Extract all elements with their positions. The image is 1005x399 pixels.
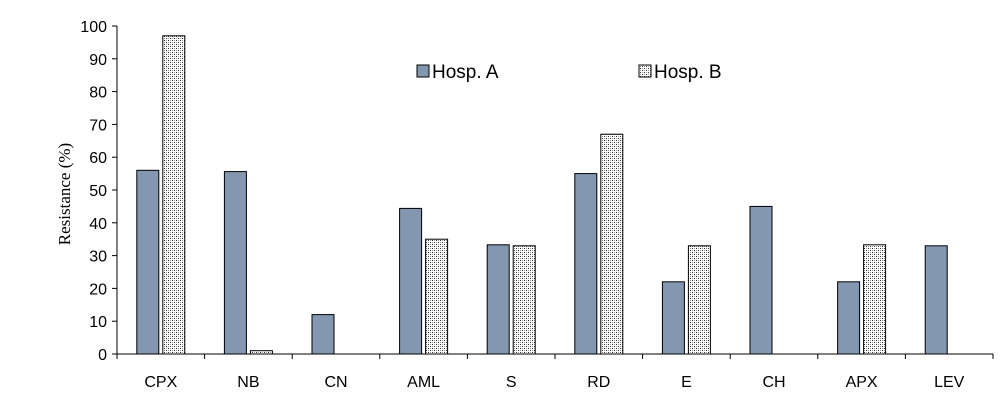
x-tick-label-rd: RD: [587, 374, 610, 391]
bar-hosp-a-nb: [223, 171, 247, 355]
y-axis-label: Resistance (%): [55, 143, 74, 245]
x-tick-label-ch: CH: [762, 374, 785, 391]
bar-hosp-a-ch: [749, 205, 773, 355]
x-tick-labels: CPX NB CN AML S RD E CH APX LEV: [144, 374, 964, 391]
bar-hosp-a-e: [661, 281, 685, 355]
legend-label-hosp-a: Hosp. A: [432, 62, 499, 83]
x-tick-label-nb: NB: [237, 374, 259, 391]
bar-hosp-b-aml: [425, 238, 449, 355]
bar-hosp-b-apx: [863, 244, 887, 355]
legend: Hosp. A Hosp. B: [416, 62, 722, 83]
x-tick-label-lev: LEV: [934, 374, 965, 391]
bar-hosp-a-aml: [399, 207, 423, 355]
bars-group: [136, 35, 948, 355]
legend-swatch-hosp-b: [638, 64, 652, 78]
y-tick-label: 10: [89, 314, 107, 331]
bar-hosp-b-s: [512, 245, 536, 355]
y-tick-label: 40: [89, 216, 107, 233]
y-tick-label: 50: [89, 183, 107, 200]
bar-hosp-a-s: [486, 244, 510, 355]
bar-hosp-a-cn: [311, 314, 335, 355]
bar-hosp-a-lev: [924, 245, 948, 355]
bar-hosp-a-rd: [574, 173, 598, 355]
axes-group: [112, 25, 994, 359]
y-tick-label: 60: [89, 150, 107, 167]
y-tick-label: 90: [89, 52, 107, 69]
x-tick-label-e: E: [681, 374, 692, 391]
bar-hosp-b-cpx: [162, 35, 186, 355]
bar-hosp-a-apx: [837, 281, 861, 355]
y-tick-label: 100: [80, 19, 107, 36]
bar-hosp-b-rd: [600, 133, 624, 355]
legend-label-hosp-b: Hosp. B: [654, 62, 722, 83]
x-tick-label-cpx: CPX: [144, 374, 177, 391]
x-tick-label-s: S: [506, 374, 517, 391]
y-tick-label: 30: [89, 249, 107, 266]
y-tick-label: 20: [89, 281, 107, 298]
bar-hosp-a-cpx: [136, 169, 160, 355]
x-tick-label-apx: APX: [846, 374, 878, 391]
legend-swatch-hosp-a: [416, 64, 430, 78]
y-tick-labels: 0 10 20 30 40 50 60 70 80 90 100: [80, 19, 107, 364]
bar-hosp-b-e: [687, 245, 711, 355]
x-tick-label-aml: AML: [407, 374, 440, 391]
y-tick-label: 0: [98, 347, 107, 364]
x-tick-label-cn: CN: [324, 374, 347, 391]
y-tick-label: 70: [89, 117, 107, 134]
y-tick-label: 80: [89, 85, 107, 102]
